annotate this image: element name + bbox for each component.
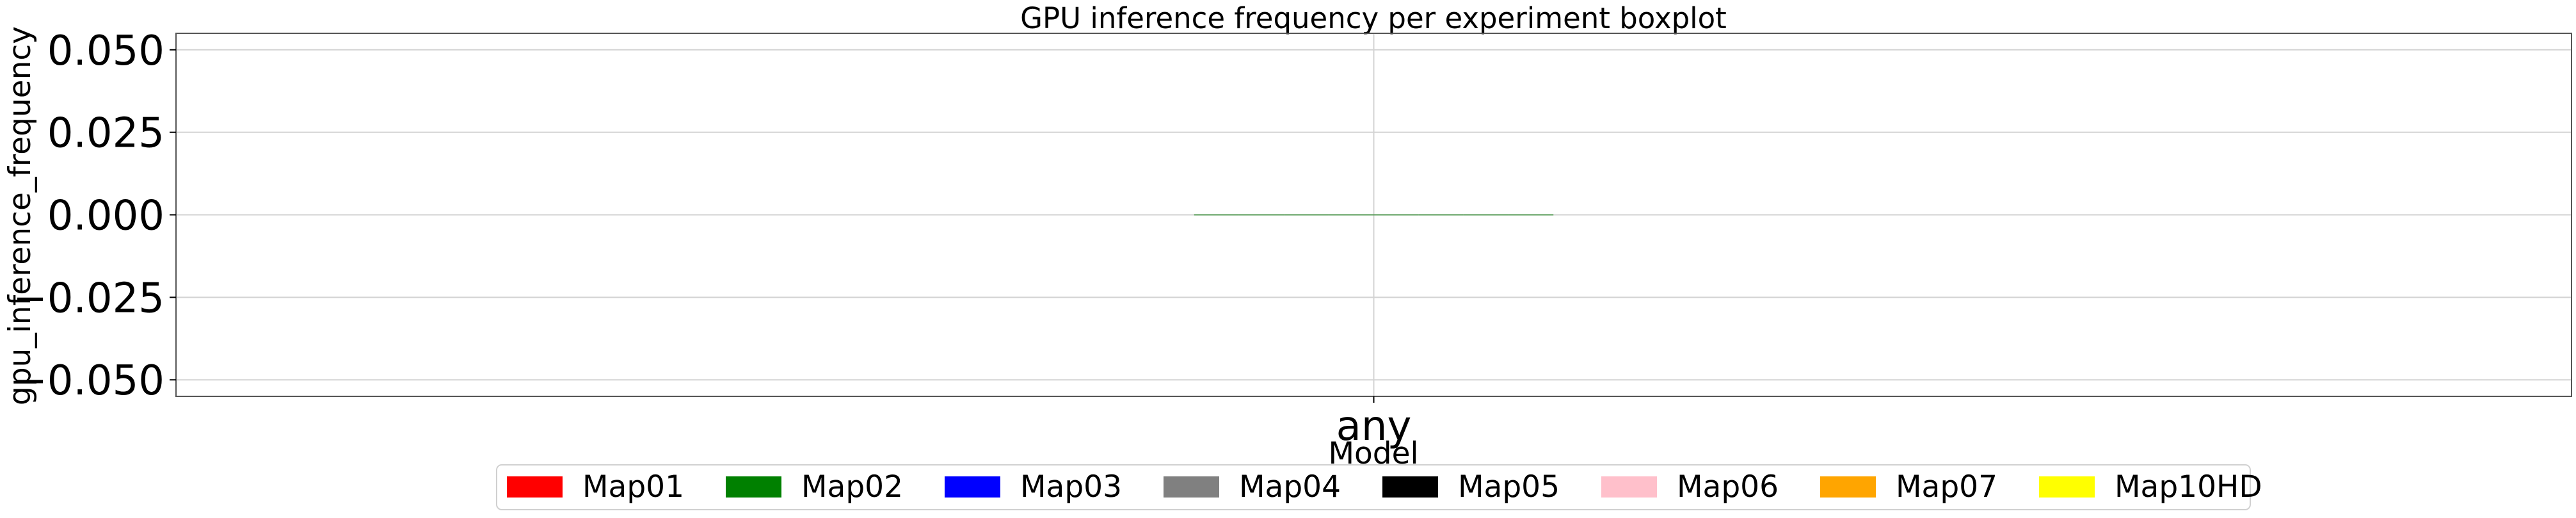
legend-label-map06: Map06 [1677,469,1779,505]
legend-swatch-map04 [1164,476,1219,498]
legend-label-map02: Map02 [801,469,903,505]
legend-swatch-map07 [1820,476,1876,498]
legend-swatch-map03 [945,476,1000,498]
y-tick-label: 0.000 [47,193,164,240]
y-axis-label: gpu_inference_frequency [3,26,38,405]
legend-swatch-map06 [1601,476,1657,498]
legend-label-map04: Map04 [1239,469,1341,505]
legend-swatch-map02 [726,476,781,498]
y-tick-label: 0.025 [47,110,164,158]
chart-title: GPU inference frequency per experiment b… [1020,1,1727,35]
legend-frame [496,464,2251,510]
x-tick-label: any [1336,403,1412,450]
legend: Map01 Map02 Map03 Map04 Map05 Map06 Map07 Map10… [496,464,2262,510]
legend-label-map05: Map05 [1458,469,1560,505]
x-axis-ticks: any [1336,396,1412,450]
legend-label-map01: Map01 [582,469,684,505]
y-tick-label: −0.025 [13,275,164,322]
y-axis-ticks: 0.050 0.025 0.000 −0.025 −0.050 [13,28,176,405]
legend-swatch-map05 [1382,476,1438,498]
legend-swatch-map10hd [2039,476,2095,498]
legend-swatch-map01 [507,476,563,498]
legend-label-map07: Map07 [1896,469,1997,505]
legend-label-map10hd: Map10HD [2115,469,2262,505]
y-tick-label: 0.050 [47,28,164,75]
y-tick-label: −0.050 [13,357,164,405]
legend-label-map03: Map03 [1020,469,1122,505]
